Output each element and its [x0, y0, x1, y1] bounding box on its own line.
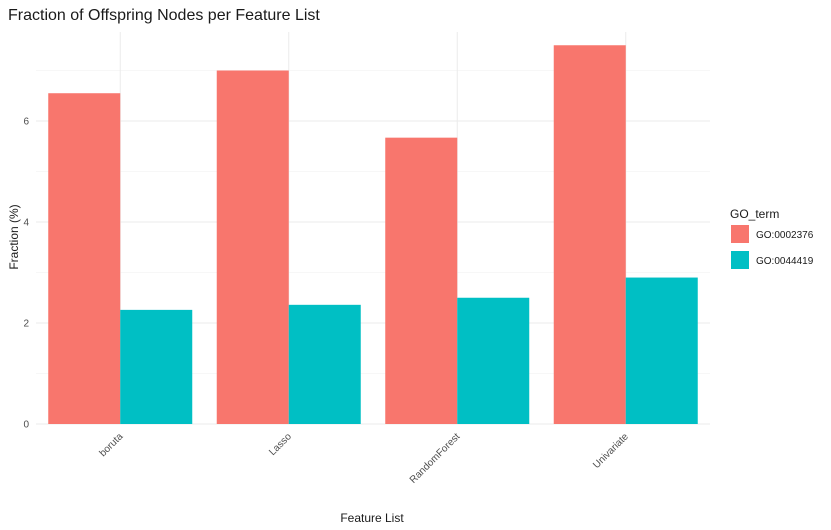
y-axis-title: Fraction (%)	[7, 204, 21, 269]
bar-boruta-2	[120, 309, 193, 424]
y-tick-label: 6	[23, 117, 29, 128]
bar-Univariate-2	[625, 277, 698, 424]
legend-label: GO:0002376	[756, 230, 814, 241]
y-tick-label: 0	[23, 420, 29, 431]
bar-Univariate-1	[553, 45, 626, 424]
x-tick-label: boruta	[98, 431, 126, 459]
bar-Lasso-1	[216, 70, 289, 424]
x-tick-label: RandomForest	[408, 431, 463, 486]
x-axis-ticks: boruta Lasso RandomForest Univariate	[98, 431, 632, 486]
bar-RandomForest-1	[385, 137, 458, 425]
y-axis-ticks: 0 2 4 6	[23, 117, 29, 431]
x-tick-label: Univariate	[591, 431, 631, 471]
bar-Lasso-2	[288, 304, 361, 424]
bar-RandomForest-2	[457, 297, 530, 424]
legend-swatch	[731, 225, 749, 243]
x-tick-label: Lasso	[267, 431, 294, 458]
legend: GO_term GO:0002376 GO:0044419	[730, 207, 814, 269]
legend-swatch	[731, 251, 749, 269]
y-tick-label: 2	[23, 319, 29, 330]
bar-boruta-1	[48, 93, 121, 424]
x-axis-title: Feature List	[340, 511, 404, 525]
y-tick-label: 4	[23, 218, 29, 229]
legend-title: GO_term	[730, 207, 779, 221]
bars	[48, 45, 698, 425]
chart-title: Fraction of Offspring Nodes per Feature …	[8, 7, 320, 24]
legend-label: GO:0044419	[756, 256, 814, 267]
